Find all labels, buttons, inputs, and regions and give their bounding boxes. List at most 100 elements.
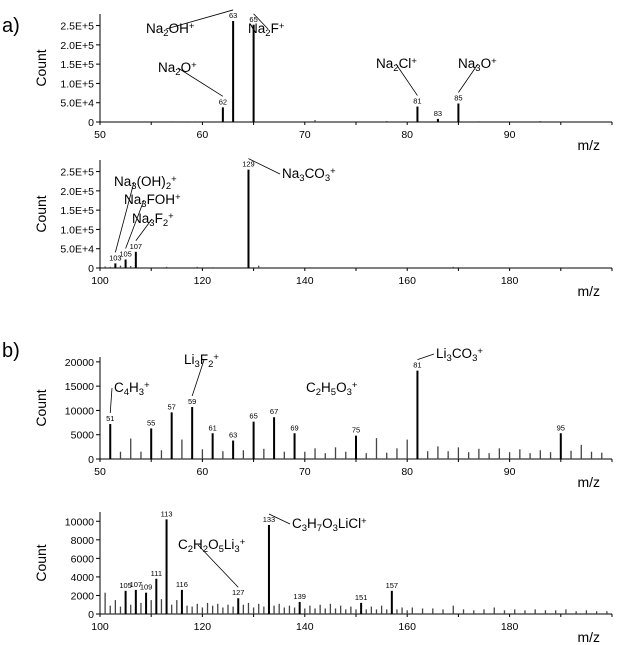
x-axis-title: m/z — [577, 474, 600, 490]
panel-label-a: a) — [2, 15, 20, 37]
peak-label: 129 — [242, 160, 255, 169]
y-tick-label: 0 — [88, 454, 94, 466]
ion-annotation: Na2O+ — [158, 60, 197, 79]
peak-label: 157 — [386, 581, 399, 590]
y-tick-label: 2.0E+5 — [60, 186, 94, 198]
y-axis-title: Count — [33, 544, 49, 581]
y-tick-label: 1.0E+5 — [60, 224, 94, 236]
ion-annotation: Na2OH+ — [146, 21, 195, 40]
y-axis-title: Count — [33, 195, 49, 232]
annotation-leader — [125, 199, 145, 249]
y-tick-label: 2.5E+5 — [60, 167, 94, 179]
peak-label: 51 — [106, 414, 114, 423]
x-tick-label: 80 — [401, 466, 413, 478]
y-axis-title: Count — [33, 49, 49, 86]
x-tick-label: 180 — [501, 275, 519, 287]
x-tick-label: 60 — [197, 129, 209, 141]
y-tick-label: 2000 — [71, 590, 95, 602]
ion-annotation: Na2Cl+ — [376, 56, 417, 75]
spectrum-panel-1: 0 5.0E+4 1.0E+5 1.5E+5 2.0E+5 2.5E+5 50 60 70 80 9… — [33, 9, 613, 153]
spectrum-panel-4: 0 2000 4000 6000 8000 10000 100 120 140 160 180 Cou… — [33, 509, 613, 645]
ion-annotation: C4H3+ — [114, 380, 150, 399]
peak-label: 75 — [352, 426, 360, 435]
y-tick-label: 20000 — [65, 357, 94, 369]
peak-label: 151 — [355, 593, 368, 602]
y-tick-label: 2.0E+5 — [60, 40, 94, 52]
annotation-leader — [135, 218, 153, 242]
y-tick-label: 5.0E+4 — [60, 98, 94, 110]
peak-label: 107 — [130, 580, 143, 589]
peak-label: 111 — [151, 569, 162, 578]
y-tick-label: 1.5E+5 — [60, 59, 94, 71]
spectrum-panel-3: 0 5000 10000 15000 20000 50 60 70 80 90 Count m/z 51… — [33, 346, 613, 490]
annotation-leader — [109, 387, 113, 414]
y-tick-label: 15000 — [65, 381, 94, 393]
ion-annotation: Li3F2+ — [184, 352, 219, 371]
x-tick-label: 160 — [398, 621, 416, 633]
ion-annotation: C2H5O3+ — [306, 380, 358, 399]
annotation-leader — [248, 158, 281, 175]
panel-label-b: b) — [2, 340, 20, 362]
x-tick-label: 50 — [94, 129, 106, 141]
x-tick-label: 70 — [299, 129, 311, 141]
x-axis-title: m/z — [577, 283, 600, 299]
spectrum-panel-2: 0 5.0E+4 1.0E+5 1.5E+5 2.0E+5 2.5E+5 100 120 140… — [33, 158, 613, 299]
peak-label: 63 — [229, 11, 237, 20]
x-tick-label: 60 — [197, 466, 209, 478]
peak-label: 65 — [249, 15, 257, 24]
x-tick-label: 100 — [91, 621, 109, 633]
annotation-leader — [197, 544, 239, 588]
peak-label: 133 — [263, 515, 276, 524]
peak-label: 95 — [557, 423, 565, 432]
peak-label: 61 — [208, 423, 216, 432]
peak-label: 105 — [119, 581, 132, 590]
x-tick-label: 120 — [194, 275, 212, 287]
peak-label: 113 — [161, 509, 173, 518]
peak-label: 83 — [434, 109, 442, 118]
annotation-leader — [165, 9, 234, 30]
y-tick-label: 0 — [88, 263, 94, 275]
y-tick-label: 1.5E+5 — [60, 205, 94, 217]
annotation-leader — [177, 67, 224, 97]
peak-label: 139 — [293, 592, 306, 601]
peak-label: 55 — [147, 418, 155, 427]
ion-annotation: C2H2O5Li3+ — [178, 537, 246, 556]
y-tick-label: 0 — [88, 117, 94, 129]
peak-label: 103 — [109, 253, 122, 262]
peak-label: 65 — [249, 412, 257, 421]
ion-annotation: Li3CO3+ — [436, 346, 483, 365]
peak-label: 63 — [229, 431, 237, 440]
ion-annotation: Na3CO3+ — [282, 166, 336, 185]
y-tick-label: 2.5E+5 — [60, 21, 94, 33]
x-tick-label: 70 — [299, 466, 311, 478]
peak-label: 59 — [188, 397, 196, 406]
x-tick-label: 120 — [194, 621, 212, 633]
peak-label: 116 — [176, 580, 188, 589]
annotation-leader — [114, 181, 135, 253]
ion-annotation: Na3FOH+ — [124, 192, 181, 211]
ion-annotation: Na3(OH)2+ — [114, 174, 177, 193]
x-tick-label: 100 — [91, 275, 109, 287]
y-tick-label: 1.0E+5 — [60, 78, 94, 90]
annotation-leader — [458, 63, 479, 93]
x-axis-title: m/z — [577, 629, 600, 645]
x-axis-title: m/z — [577, 137, 600, 153]
peak-label: 57 — [168, 402, 176, 411]
y-tick-label: 8000 — [71, 535, 95, 547]
ion-annotation: Na3F2+ — [132, 211, 174, 230]
x-tick-label: 90 — [504, 466, 516, 478]
x-tick-label: 140 — [296, 275, 314, 287]
ion-annotation: C3H7O3LiCl+ — [292, 516, 367, 535]
x-tick-label: 140 — [296, 621, 314, 633]
annotation-leader — [395, 63, 418, 96]
ion-annotation: Na3O+ — [458, 56, 497, 75]
annotation-leader — [191, 359, 205, 397]
peak-label: 81 — [413, 97, 421, 106]
x-tick-label: 50 — [94, 466, 106, 478]
y-tick-label: 0 — [88, 609, 94, 621]
peak-label: 62 — [219, 97, 227, 106]
y-tick-label: 4000 — [71, 572, 95, 584]
peak-label: 69 — [290, 423, 298, 432]
peak-label: 127 — [232, 588, 245, 597]
